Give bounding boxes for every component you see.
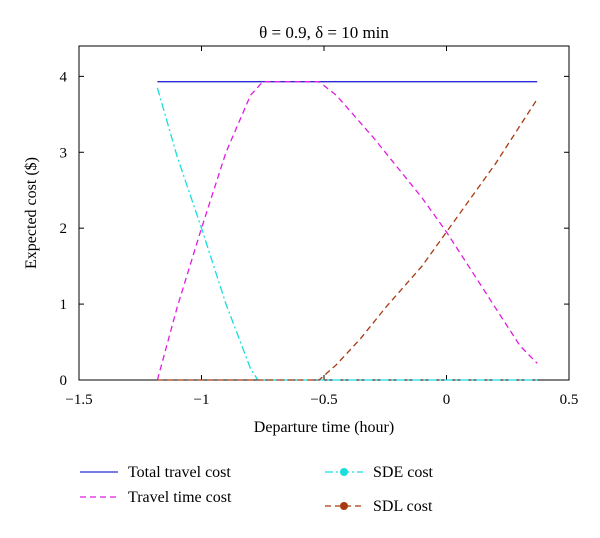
x-tick-label: −0.5	[310, 392, 337, 408]
legend-label-sde-cost: SDE cost	[373, 464, 434, 481]
x-tick-label: −1.5	[65, 392, 92, 408]
y-tick-label: 3	[60, 145, 68, 161]
plot-area	[78, 45, 570, 381]
x-axis-label: Departure time (hour)	[254, 419, 394, 436]
series-line-sde-cost	[156, 87, 538, 381]
series-line-sdl-cost	[157, 98, 538, 381]
series-line-travel-time-cost	[156, 81, 538, 381]
legend-label-travel-time-cost: Travel time cost	[128, 489, 232, 506]
legend: Total travel cost Travel time cost SDE cos…	[80, 464, 434, 515]
y-tick-label: 0	[60, 373, 68, 389]
x-tick-label: −1	[194, 392, 210, 408]
y-tick-label: 4	[60, 69, 68, 85]
y-axis-label: Expected cost ($)	[23, 157, 40, 269]
x-tick-label: 0	[443, 392, 451, 408]
series-layer	[156, 81, 538, 381]
legend-label-total-travel-cost: Total travel cost	[128, 464, 231, 481]
y-tick-label: 2	[60, 221, 68, 237]
legend-marker-sdl-cost	[340, 502, 348, 510]
x-tick-label: 0.5	[560, 392, 579, 408]
axis-ticks: −1.5 −1 −0.5 0 0.5 0 1 2 3 4	[60, 46, 579, 408]
legend-label-sdl-cost: SDL cost	[373, 498, 433, 515]
y-tick-label: 1	[60, 297, 68, 313]
chart-title: θ = 0.9, δ = 10 min	[259, 23, 389, 42]
legend-marker-sde-cost	[340, 468, 348, 476]
